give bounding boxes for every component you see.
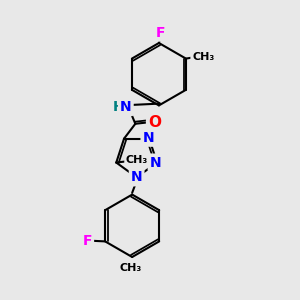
Text: N: N: [150, 156, 161, 170]
Text: N: N: [120, 100, 132, 114]
Text: CH₃: CH₃: [126, 155, 148, 166]
Text: N: N: [142, 131, 154, 145]
Text: F: F: [156, 26, 165, 40]
Text: CH₃: CH₃: [192, 52, 214, 62]
Text: CH₃: CH₃: [120, 263, 142, 273]
Text: F: F: [82, 234, 92, 248]
Text: O: O: [148, 115, 161, 130]
Text: H: H: [112, 100, 124, 114]
Text: N: N: [131, 170, 142, 184]
